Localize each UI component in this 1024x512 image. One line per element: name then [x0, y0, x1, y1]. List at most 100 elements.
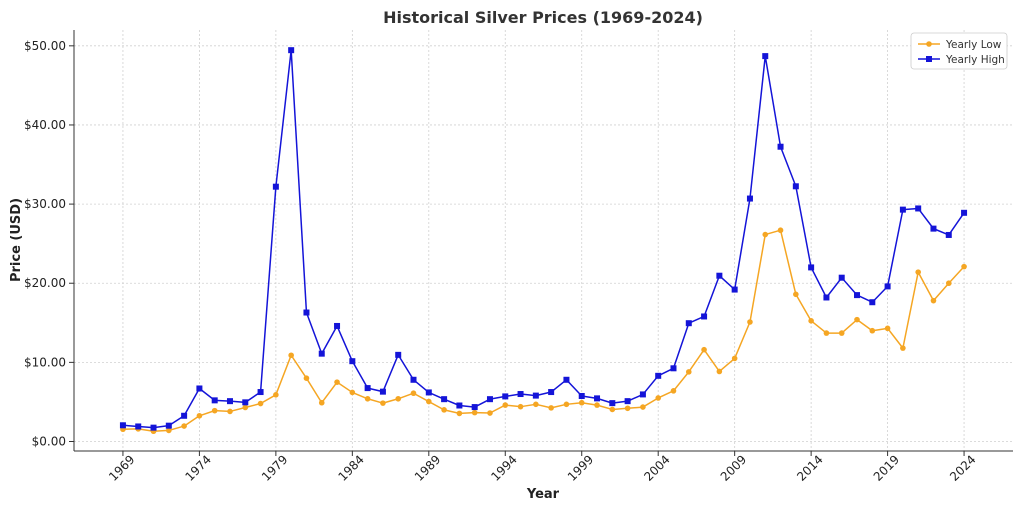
- x-tick-label-10: 2019: [871, 452, 902, 483]
- series-line-0: [122, 229, 965, 432]
- point-0-1991: [456, 410, 463, 417]
- point-0-2004: [655, 395, 661, 401]
- point-0-2009: [731, 355, 738, 362]
- point-0-2022: [930, 297, 937, 304]
- axes: [73, 30, 1013, 452]
- point-0-2011: [762, 231, 769, 238]
- x-tick-label-3: 1984: [335, 452, 366, 483]
- point-1-2015: [823, 294, 830, 301]
- point-0-2007: [701, 346, 707, 353]
- x-tick-label-8: 2009: [718, 452, 749, 483]
- point-0-1989: [426, 398, 432, 405]
- point-1-2023: [945, 231, 952, 238]
- point-0-2016: [838, 330, 845, 336]
- point-1-1975: [211, 397, 218, 404]
- point-1-1990: [441, 396, 448, 403]
- point-0-2001: [609, 406, 616, 413]
- y-tick-label-5: $50.00: [24, 39, 66, 53]
- point-1-2020: [899, 206, 906, 213]
- point-0-2005: [670, 388, 677, 394]
- point-1-2011: [762, 53, 769, 60]
- point-0-1988: [410, 390, 417, 397]
- point-0-1985: [364, 395, 371, 402]
- x-tick-label-0: 1969: [106, 452, 137, 483]
- point-1-1993: [486, 396, 493, 403]
- point-1-2004: [655, 372, 662, 379]
- point-0-2021: [915, 269, 921, 275]
- point-1-2006: [685, 320, 692, 327]
- point-1-2000: [594, 395, 601, 402]
- point-1-1995: [517, 391, 524, 398]
- point-0-2014: [808, 318, 814, 324]
- point-1-2024: [961, 209, 968, 216]
- point-0-1981: [303, 375, 310, 381]
- point-1-2007: [701, 313, 708, 320]
- x-tick-label-6: 1999: [565, 452, 596, 483]
- y-tick-label-0: $0.00: [32, 435, 66, 449]
- point-0-1987: [395, 395, 402, 402]
- series: [119, 47, 968, 435]
- point-1-2022: [930, 225, 937, 232]
- point-0-1973: [181, 423, 187, 429]
- point-0-1999: [578, 399, 585, 406]
- point-1-1979: [272, 183, 279, 190]
- point-0-2015: [823, 330, 830, 336]
- point-0-2020: [900, 345, 906, 351]
- point-1-2014: [808, 264, 815, 271]
- point-1-1978: [257, 389, 264, 396]
- point-1-2003: [639, 391, 646, 398]
- point-1-1974: [196, 385, 203, 392]
- point-0-1976: [227, 408, 233, 415]
- point-1-2018: [869, 299, 876, 306]
- point-0-2008: [716, 368, 723, 375]
- x-axis-ticks: 1969 1974 1979 1984 1989 1994 1999 2004 2009 2014…: [106, 451, 979, 484]
- point-0-1993: [487, 410, 493, 416]
- point-1-1986: [379, 388, 386, 395]
- point-1-2017: [854, 292, 861, 299]
- point-0-1974: [196, 412, 203, 419]
- point-1-1977: [242, 399, 249, 406]
- point-0-2000: [594, 402, 600, 408]
- y-axis-ticks: $0.00 $10.00 $20.00 $30.00 $40.00 $50.00: [24, 39, 74, 449]
- point-0-2012: [777, 227, 784, 234]
- point-0-2002: [624, 405, 631, 412]
- point-0-2013: [793, 291, 799, 298]
- point-0-2006: [685, 369, 692, 375]
- point-1-1970: [135, 423, 142, 430]
- point-0-1983: [334, 379, 340, 385]
- point-1-1991: [456, 402, 463, 409]
- point-1-2001: [609, 400, 616, 407]
- point-1-2005: [670, 365, 677, 372]
- point-0-1990: [441, 407, 447, 413]
- point-0-2003: [640, 404, 646, 410]
- point-1-1982: [318, 350, 325, 357]
- point-1-1985: [364, 385, 371, 392]
- point-1-1969: [119, 422, 126, 429]
- point-1-2002: [624, 398, 631, 405]
- legend-marker-1: [926, 56, 932, 62]
- point-1-1997: [548, 389, 555, 396]
- point-0-1998: [563, 401, 570, 408]
- point-1-1972: [165, 422, 172, 429]
- y-tick-label-1: $10.00: [24, 355, 66, 369]
- point-1-1976: [226, 398, 233, 405]
- point-1-2019: [884, 283, 891, 290]
- legend-label-0: Yearly Low: [945, 39, 1002, 51]
- point-1-1980: [288, 47, 295, 54]
- grid: [74, 30, 1013, 451]
- point-0-2010: [747, 319, 753, 325]
- point-1-1983: [334, 322, 341, 329]
- point-1-1984: [349, 358, 356, 365]
- point-1-1973: [181, 412, 188, 419]
- point-0-1995: [517, 403, 524, 410]
- point-0-1994: [502, 402, 509, 408]
- series-yearly-high: [119, 47, 968, 431]
- point-1-2010: [746, 195, 753, 202]
- point-1-1996: [532, 392, 539, 399]
- point-0-1986: [380, 400, 386, 406]
- legend-marker-0: [926, 41, 932, 47]
- point-1-1988: [410, 376, 417, 383]
- legend: Yearly Low Yearly High: [910, 32, 1008, 70]
- point-0-1984: [349, 389, 356, 396]
